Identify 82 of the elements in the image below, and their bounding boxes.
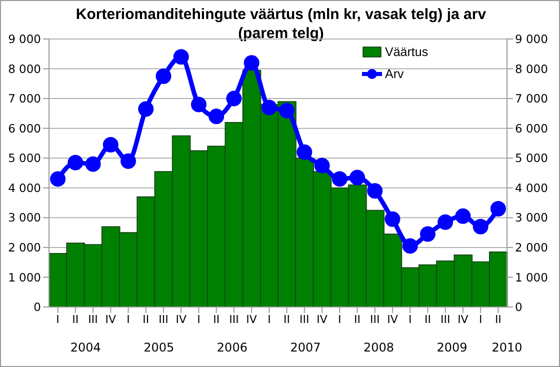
x-tick-label: II xyxy=(424,312,431,326)
text: 2008 xyxy=(363,340,394,355)
point xyxy=(490,200,506,216)
text: 2004 xyxy=(70,340,101,355)
x-tick-label: II xyxy=(142,312,150,326)
text: 2005 xyxy=(144,340,174,355)
y-tick-label: 9 000 xyxy=(8,32,41,46)
y2-tick-label: 1 000 xyxy=(515,270,548,284)
x-tick-label: IV xyxy=(458,312,469,326)
x-tick-label: III xyxy=(88,312,98,326)
point xyxy=(402,238,418,254)
y2-tick-label: 0 xyxy=(515,300,522,314)
x-tick-label: II xyxy=(213,312,220,326)
x-tick-label: III xyxy=(440,312,450,326)
y-tick-label: 1 000 xyxy=(8,270,41,284)
x-tick-label: III xyxy=(300,312,310,326)
y2-tick-label: 9 000 xyxy=(515,32,548,46)
point xyxy=(438,214,454,230)
x-tick-label: I xyxy=(56,312,60,326)
y-tick-label: 6 000 xyxy=(8,121,41,136)
x-tick-label: III xyxy=(229,312,239,326)
point xyxy=(279,102,295,118)
x-tick-label: IV xyxy=(316,312,328,326)
point xyxy=(226,90,242,106)
text: 2007 xyxy=(290,340,321,355)
text: 2006 xyxy=(216,340,248,355)
point xyxy=(384,211,400,227)
point xyxy=(350,170,366,186)
point xyxy=(190,96,206,112)
x-tick-label: IV xyxy=(246,312,258,326)
point xyxy=(314,158,330,174)
x-tick-label: I xyxy=(408,312,412,326)
y-tick-label: 3 000 xyxy=(8,210,41,225)
x-tick-label: III xyxy=(370,312,380,326)
legend-label: Väärtus xyxy=(385,44,428,61)
point xyxy=(138,101,154,117)
y2-tick-label: 3 000 xyxy=(515,210,548,225)
x-tick-label: II xyxy=(354,312,361,326)
point xyxy=(102,136,118,152)
y2-tick-label: 7 000 xyxy=(515,92,548,106)
x-tick-label: III xyxy=(158,312,168,326)
chart-title: Korteriomanditehingute väärtus (mln kr, vasak telg) ja arv (parem telg) xyxy=(74,5,488,43)
point xyxy=(332,171,348,187)
x-tick-label: I xyxy=(338,312,342,326)
point xyxy=(208,108,224,124)
y-tick-label: 8 000 xyxy=(8,62,41,76)
x-tick-label: I xyxy=(197,312,200,326)
x-tick-label: I xyxy=(478,312,482,326)
point xyxy=(296,144,312,160)
x-tick-label: II xyxy=(72,312,79,326)
point xyxy=(50,171,66,187)
x-tick-label: I xyxy=(268,312,271,326)
point xyxy=(68,154,84,170)
text: 2009 xyxy=(436,340,468,355)
y2-tick-label: 5 000 xyxy=(515,151,548,166)
x-tick-label: IV xyxy=(176,312,187,326)
y-tick-label: 4 000 xyxy=(8,180,41,195)
y-tick-label: 2 000 xyxy=(8,240,41,255)
text: 2010 xyxy=(492,340,522,355)
point xyxy=(85,156,101,172)
y2-tick-label: 8 000 xyxy=(515,62,548,76)
x-tick-label: IV xyxy=(387,312,398,326)
point xyxy=(455,208,471,224)
point xyxy=(244,55,260,71)
point xyxy=(367,183,383,199)
x-tick-label: I xyxy=(126,312,130,326)
y2-tick-label: 2 000 xyxy=(515,240,548,255)
y-tick-label: 5 000 xyxy=(8,151,41,166)
point xyxy=(420,226,436,242)
y2-tick-label: 4 000 xyxy=(515,180,548,195)
legend-label: Arv xyxy=(385,66,404,83)
y-tick-label: 0 xyxy=(34,300,41,314)
y2-tick-label: 6 000 xyxy=(515,121,548,136)
point xyxy=(261,100,277,116)
point xyxy=(156,68,172,84)
point xyxy=(120,153,136,169)
y-tick-label: 7 000 xyxy=(8,92,41,106)
x-tick-label: II xyxy=(494,312,502,326)
point xyxy=(173,49,189,65)
x-tick-label: II xyxy=(284,312,290,326)
x-tick-label: IV xyxy=(105,312,117,326)
point xyxy=(472,218,488,234)
